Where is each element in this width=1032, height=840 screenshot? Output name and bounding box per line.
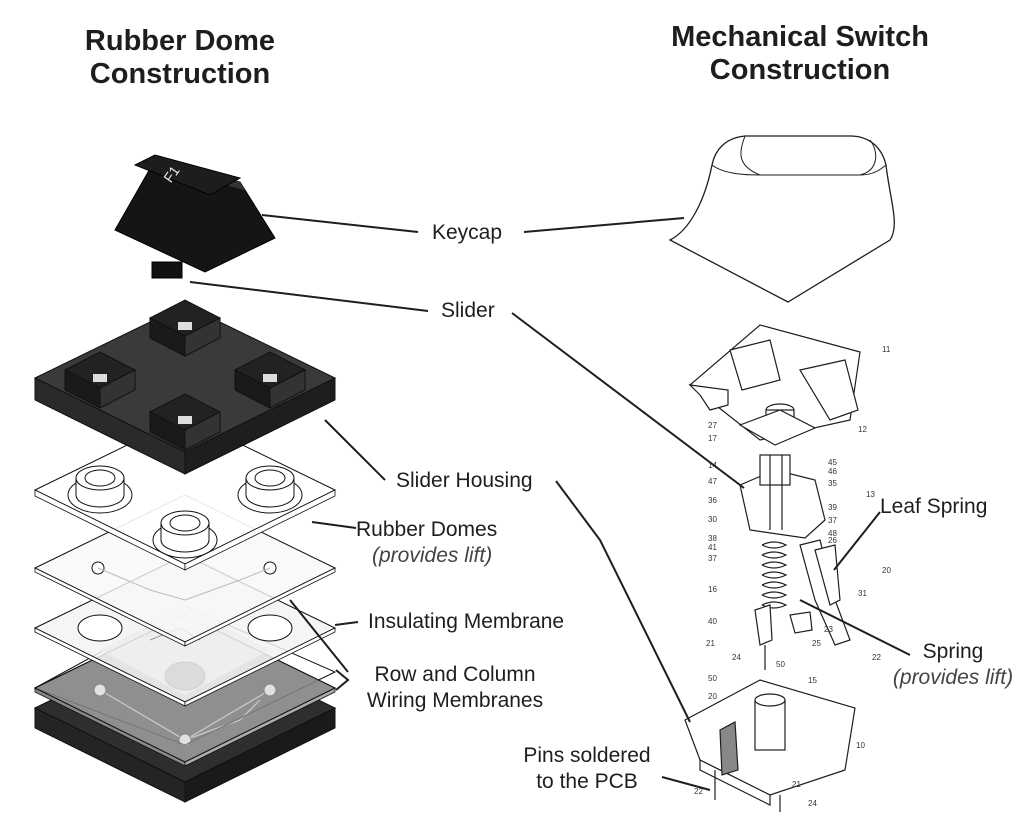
patent-number: 12: [858, 425, 867, 434]
slider-socket-left: [63, 351, 137, 409]
patent-number: 11: [882, 345, 891, 354]
label-rubber-domes-note: (provides lift): [372, 544, 493, 567]
label-wiring-membranes-line1: Row and Column: [374, 663, 536, 686]
patent-number: 22: [694, 787, 703, 796]
patent-number: 20: [882, 566, 891, 575]
rubber-dome-title-line1: Rubber Dome: [84, 25, 276, 57]
patent-number: 17: [708, 434, 717, 443]
patent-number: 24: [732, 653, 741, 662]
patent-number: 10: [856, 741, 865, 750]
leader-wiring-bottom: [335, 669, 350, 691]
label-rubber-domes: Rubber Domes (provides lift): [356, 517, 497, 569]
leader-lines: [189, 214, 911, 791]
patent-number: 25: [812, 639, 821, 648]
rubber-dome-sheet: [33, 416, 337, 571]
slider-socket-front: [148, 393, 222, 451]
mechanical-keycap: [668, 135, 895, 303]
leader-pins: [661, 776, 711, 791]
leader-rubber-domes: [311, 521, 357, 529]
leader-wiring-top: [289, 599, 349, 673]
leader-slider-housing-right: [555, 480, 691, 723]
patent-number: 15: [808, 676, 817, 685]
label-pins-line2: to the PCB: [536, 770, 638, 793]
leader-slider-left: [189, 281, 429, 312]
patent-number: 20: [708, 692, 717, 701]
rubber-dome-left: [67, 465, 133, 514]
keycap-legend: F1: [160, 163, 183, 186]
slider-socket-back: [148, 299, 222, 357]
switch-stem: [739, 454, 826, 539]
leader-slider-right: [511, 312, 745, 489]
slider-housing-plate: [33, 299, 337, 475]
patent-number: 27: [708, 421, 717, 430]
patent-number: 26: [828, 536, 837, 545]
rubber-dome-front: [152, 510, 218, 559]
patent-number: 16: [708, 585, 717, 594]
patent-number: 41: [708, 543, 717, 552]
label-spring: Spring (provides lift): [888, 639, 1018, 691]
rubber-dome-right: [237, 465, 303, 514]
mechanical-switch-title-line2: Construction: [709, 54, 891, 86]
label-slider: Slider: [441, 299, 495, 322]
label-spring-name: Spring: [922, 640, 984, 663]
patent-number: 40: [708, 617, 717, 626]
switch-bottom-housing: [684, 679, 856, 812]
label-keycap: Keycap: [432, 221, 503, 244]
label-leaf-spring: Leaf Spring: [880, 495, 988, 518]
patent-number: 37: [828, 516, 837, 525]
rubber-dome-keycap: F1: [114, 154, 276, 279]
patent-number: 22: [872, 653, 881, 662]
rubber-dome-title: Rubber Dome Construction: [40, 25, 320, 91]
patent-number: 50: [708, 674, 717, 683]
leader-insulating-membrane: [334, 621, 359, 626]
patent-number: 47: [708, 477, 717, 486]
switch-top-housing: [688, 324, 861, 446]
patent-number: 46: [828, 467, 837, 476]
patent-number: 35: [828, 479, 837, 488]
leader-leaf-spring: [833, 511, 881, 571]
label-slider-housing: Slider Housing: [396, 469, 533, 492]
patent-number: 50: [776, 660, 785, 669]
switch-terminals: [754, 604, 813, 670]
label-rubber-domes-name: Rubber Domes: [356, 518, 498, 541]
slider-socket-right: [233, 351, 307, 409]
label-spring-note: (provides lift): [892, 666, 1014, 689]
patent-number: 21: [792, 780, 801, 789]
patent-number: 31: [858, 589, 867, 598]
label-wiring-membranes-line2: Wiring Membranes: [366, 689, 544, 712]
patent-number: 30: [708, 515, 717, 524]
patent-number: 39: [828, 503, 837, 512]
patent-number: 24: [808, 799, 817, 808]
patent-number: 37: [708, 554, 717, 563]
mechanical-switch-title: Mechanical Switch Construction: [640, 21, 960, 87]
leader-slider-housing-left: [324, 419, 386, 481]
patent-number: 23: [824, 625, 833, 634]
mechanical-switch-title-line1: Mechanical Switch: [671, 21, 929, 53]
switch-spring: [761, 541, 788, 609]
patent-number: 21: [706, 639, 715, 648]
label-pins-line1: Pins soldered: [523, 744, 651, 767]
leader-keycap-right: [523, 217, 685, 233]
patent-number: 13: [866, 490, 875, 499]
label-pins: Pins soldered to the PCB: [512, 743, 662, 795]
patent-number: 38: [708, 534, 717, 543]
patent-number: 48: [828, 529, 837, 538]
patent-number: 45: [828, 458, 837, 467]
leader-keycap-left: [261, 214, 419, 233]
rubber-dome-title-line2: Construction: [89, 58, 271, 90]
leader-spring: [799, 599, 911, 656]
label-wiring-membranes: Row and Column Wiring Membranes: [355, 662, 555, 714]
label-insulating-membrane: Insulating Membrane: [368, 610, 565, 633]
patent-number: 36: [708, 496, 717, 505]
